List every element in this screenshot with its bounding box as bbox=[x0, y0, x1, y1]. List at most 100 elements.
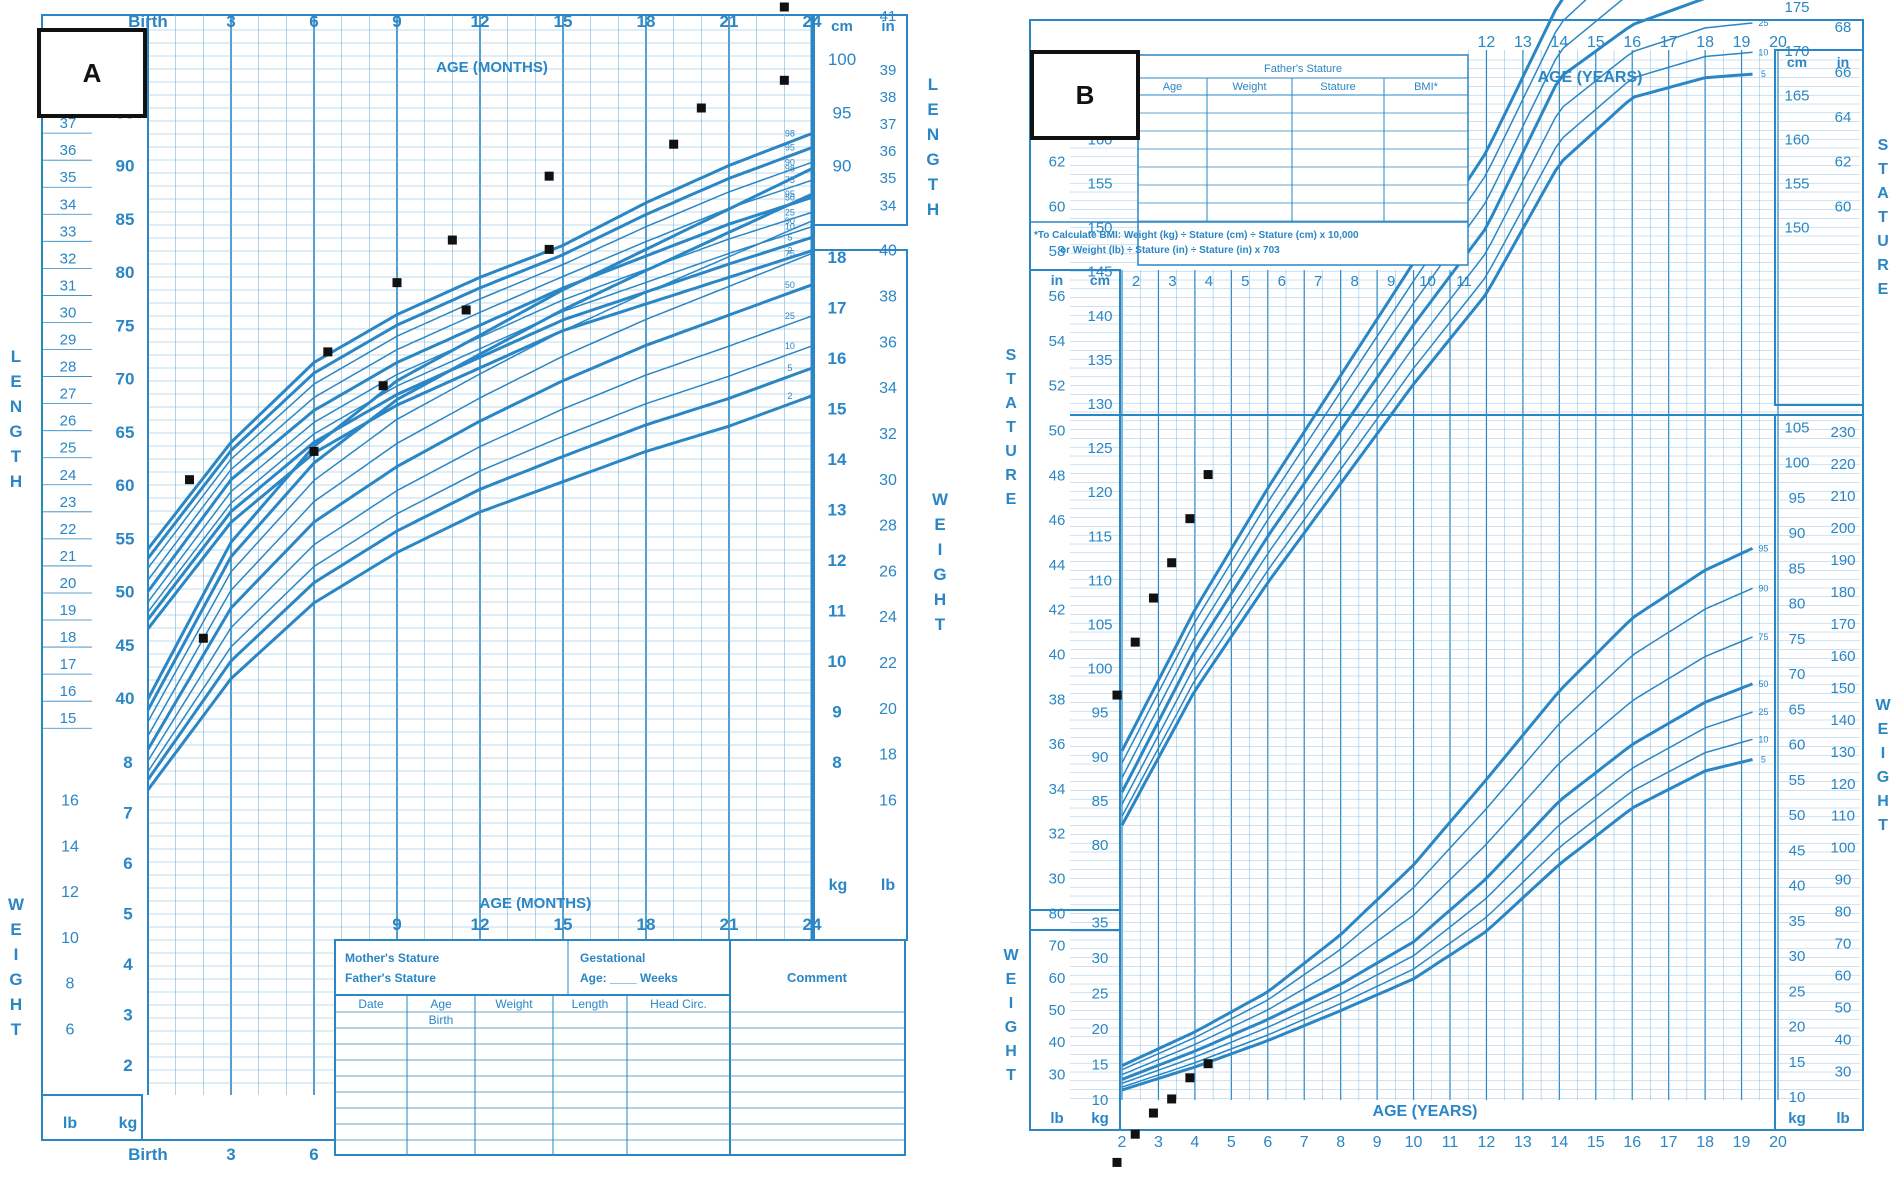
weight-curve-p98 bbox=[146, 167, 813, 700]
weight-curve-label-p2: 2 bbox=[787, 391, 792, 401]
stature-cm-left-tick: 145 bbox=[1087, 264, 1112, 281]
bottom-age-tick: 3 bbox=[1154, 1134, 1163, 1151]
length-side-label-right-letter: G bbox=[926, 150, 939, 169]
stature-in-right-tick: 68 bbox=[1835, 19, 1852, 36]
bottom-age-tick: 18 bbox=[1696, 1134, 1714, 1151]
weight-kg-right-tick: 15 bbox=[1789, 1054, 1806, 1071]
mid-age-tick: 7 bbox=[1314, 273, 1322, 290]
weight-curve-label-p90: 90 bbox=[1758, 583, 1768, 593]
mid-age-tick: 9 bbox=[392, 915, 401, 934]
mid-age-tick: 8 bbox=[1350, 273, 1358, 290]
father-table bbox=[1137, 54, 1469, 266]
length-in-right-tick: 39 bbox=[880, 62, 897, 79]
weight-curve-p50 bbox=[146, 283, 813, 751]
weight-data-point bbox=[544, 244, 554, 254]
bottom-age-tick: Birth bbox=[128, 1145, 168, 1164]
top-age-tick: 12 bbox=[1478, 34, 1496, 51]
stature-in-left-tick: 44 bbox=[1049, 557, 1066, 574]
stature-side-label-right-letter: S bbox=[1878, 137, 1889, 154]
weight-left-scale-frame bbox=[1029, 909, 1121, 1131]
weight-curve-p25 bbox=[1121, 711, 1753, 1085]
bottom-age-tick: 17 bbox=[1660, 1134, 1678, 1151]
length-in-left-tick: 36 bbox=[60, 142, 77, 159]
length-curve-p25 bbox=[147, 211, 813, 603]
weight-lb-right-tick: 220 bbox=[1830, 456, 1855, 473]
length-in-left-tick: 29 bbox=[60, 332, 77, 349]
length-side-label-left-letter: E bbox=[10, 372, 21, 391]
weight-kg-right-tick: 14 bbox=[828, 450, 847, 469]
weight-curve-label-p5: 5 bbox=[1761, 754, 1766, 764]
weight-data-point bbox=[1130, 1129, 1140, 1139]
stature-data-point bbox=[1185, 514, 1195, 524]
length-side-label-left-letter: L bbox=[11, 347, 21, 366]
weight-lb-right-tick: 120 bbox=[1830, 776, 1855, 793]
weight-lb-right-tick: 30 bbox=[1835, 1064, 1852, 1081]
weight-right-scale-frame bbox=[811, 249, 908, 941]
bottom-age-tick: 15 bbox=[1587, 1134, 1605, 1151]
stature-data-point bbox=[1203, 470, 1213, 480]
weight-kg-right-tick: 75 bbox=[1789, 631, 1806, 648]
weight-curve-label-p25: 25 bbox=[785, 311, 795, 321]
weight-curve-p50 bbox=[1121, 682, 1754, 1081]
weight-side-label-right-letter: E bbox=[1878, 721, 1889, 738]
weight-kg-left-tick: 7 bbox=[123, 804, 132, 823]
weight-kg-left-tick: 3 bbox=[123, 1006, 132, 1025]
length-in-left-tick: 26 bbox=[60, 413, 77, 430]
weight-side-label-right-letter: H bbox=[1877, 793, 1889, 810]
weight-kg-right-tick: 85 bbox=[1789, 560, 1806, 577]
record-table bbox=[334, 939, 906, 1156]
length-in-left-tick: 28 bbox=[60, 359, 77, 376]
stature-side-label-left-letter: S bbox=[1006, 347, 1017, 364]
stature-in-right-tick: 66 bbox=[1835, 64, 1852, 81]
weight-side-label-left-letter: H bbox=[1005, 1043, 1017, 1060]
length-data-point bbox=[779, 75, 789, 85]
table-column-header: Weight bbox=[1232, 81, 1266, 93]
mother-stature-label: Mother's Stature bbox=[345, 951, 440, 965]
length-data-point bbox=[185, 475, 194, 485]
weight-lb-right-tick: 90 bbox=[1835, 872, 1852, 889]
weight-side-label-right-letter: E bbox=[934, 515, 945, 534]
stature-in-left-tick: 60 bbox=[1049, 198, 1066, 215]
stature-in-right-tick: 64 bbox=[1835, 109, 1852, 126]
length-in-left-tick: 16 bbox=[60, 683, 77, 700]
weight-kg-right-tick: 10 bbox=[828, 652, 847, 671]
panel-a-unit-box bbox=[41, 1094, 143, 1141]
top-age-tick: 9 bbox=[392, 12, 401, 31]
weight-curve-p5 bbox=[1121, 758, 1753, 1092]
stature-side-label-right-letter: T bbox=[1878, 161, 1888, 178]
length-in-left-tick: 15 bbox=[60, 710, 77, 727]
top-age-tick: 16 bbox=[1623, 34, 1641, 51]
stature-in-left-tick: 46 bbox=[1049, 512, 1066, 529]
mid-age-tick: 5 bbox=[1241, 273, 1249, 290]
length-side-label-right-letter: N bbox=[927, 125, 939, 144]
length-in-right-tick: 37 bbox=[880, 116, 897, 133]
weight-curve-label-p5: 5 bbox=[787, 363, 792, 373]
length-in-left-tick: 23 bbox=[60, 494, 77, 511]
mid-age-tick: 24 bbox=[803, 915, 822, 934]
weight-kg-right-tick: 13 bbox=[828, 501, 847, 520]
weight-kg-right-tick: 18 bbox=[828, 248, 847, 267]
length-cm-left-tick: 90 bbox=[116, 157, 135, 176]
length-in-left-tick: 33 bbox=[60, 223, 77, 240]
weight-kg-right-tick: 15 bbox=[828, 400, 847, 419]
unit-cm-left: cm bbox=[1090, 272, 1110, 288]
bottom-age-tick: 14 bbox=[1550, 1134, 1568, 1151]
weight-lb-right-tick: 150 bbox=[1830, 680, 1855, 697]
weight-lb-right-tick: 70 bbox=[1835, 936, 1852, 953]
mid-age-tick: 18 bbox=[637, 915, 656, 934]
length-side-label-right-letter: E bbox=[927, 100, 938, 119]
weight-kg-right-tick: 11 bbox=[828, 602, 846, 621]
stature-cm-right-tick: 160 bbox=[1784, 131, 1809, 148]
weight-lb-right-tick: 26 bbox=[879, 563, 897, 580]
mid-age-tick: 3 bbox=[1168, 273, 1176, 290]
weight-curve-p95 bbox=[146, 192, 813, 711]
weight-curve-label-p75: 75 bbox=[1758, 632, 1768, 642]
weight-lb-right-tick: 40 bbox=[879, 243, 897, 260]
length-cm-right-tick: 90 bbox=[833, 157, 852, 176]
father-stature-label: Father's Stature bbox=[345, 971, 436, 985]
stature-cm-left-tick: 80 bbox=[1092, 837, 1109, 854]
length-in-left-tick: 37 bbox=[60, 115, 77, 132]
stature-side-label-left-letter: T bbox=[1006, 371, 1016, 388]
weight-kg-right-tick: 80 bbox=[1789, 596, 1806, 613]
bottom-age-tick: 2 bbox=[1118, 1134, 1127, 1151]
